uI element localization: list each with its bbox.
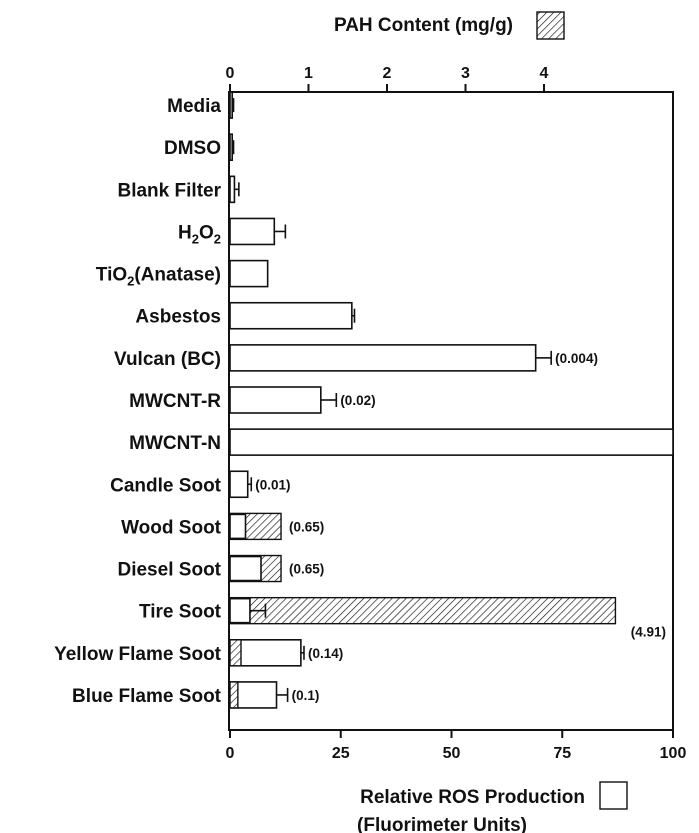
- top-axis: 0 1 2 3 4: [226, 65, 549, 92]
- bottom-axis: 0 25 50 75 100: [226, 730, 687, 762]
- data-annotation: (0.004): [555, 351, 598, 366]
- category-label: Diesel Soot: [117, 560, 221, 581]
- pah-legend-swatch: [536, 11, 565, 40]
- ros-bar: [229, 386, 322, 414]
- top-tick-label: 1: [304, 65, 313, 82]
- data-annotation: (0.1): [292, 688, 320, 703]
- data-annotation: (0.65): [289, 562, 324, 577]
- ros-bar: [229, 597, 251, 624]
- data-annotation: (0.65): [289, 519, 324, 534]
- data-annotation: (0.02): [340, 393, 375, 408]
- top-tick-label: 0: [226, 65, 235, 82]
- bottom-axis-label-line1: Relative ROS Production: [360, 787, 585, 808]
- category-label: Blue Flame Soot: [72, 686, 222, 707]
- category-label: H2O2: [178, 222, 221, 246]
- ros-bar: [229, 555, 262, 582]
- pah-bar: [229, 681, 239, 709]
- ros-bar: [229, 259, 269, 288]
- data-annotation: (4.91): [631, 625, 666, 640]
- ros-bar: [229, 513, 247, 540]
- category-label: MWCNT-N: [129, 433, 221, 454]
- ros-bar: [229, 344, 537, 372]
- category-label: Candle Soot: [110, 475, 222, 496]
- category-label: Yellow Flame Soot: [54, 644, 222, 665]
- ros-bar: [229, 428, 674, 456]
- ros-bar: [229, 217, 276, 246]
- ros-bar: [229, 175, 236, 204]
- bottom-axis-label-line2: (Fluorimeter Units): [357, 815, 527, 833]
- bottom-tick-label: 25: [332, 745, 350, 762]
- pah-bar: [229, 596, 617, 625]
- category-label: MWCNT-R: [129, 391, 221, 412]
- category-label: DMSO: [164, 138, 221, 159]
- top-tick-label: 2: [383, 65, 392, 82]
- category-label: Vulcan (BC): [114, 349, 221, 370]
- ros-bar: [229, 133, 234, 161]
- category-label: Blank Filter: [117, 180, 221, 201]
- top-tick-label: 3: [461, 65, 470, 82]
- category-labels: Media DMSO Blank Filter H2O2 TiO2(Anatase) As…: [54, 96, 222, 707]
- ros-bar: [229, 470, 249, 499]
- bottom-tick-label: 100: [660, 745, 687, 762]
- ros-bar: [229, 301, 353, 330]
- bottom-tick-label: 75: [553, 745, 571, 762]
- pah-bar: [229, 639, 242, 667]
- data-annotation: (0.01): [255, 477, 290, 492]
- category-label: Tire Soot: [139, 602, 222, 623]
- category-label: TiO2(Anatase): [96, 265, 221, 289]
- bars: [229, 91, 674, 709]
- category-label: Media: [167, 96, 221, 117]
- data-annotation: (0.14): [308, 646, 343, 661]
- bottom-tick-label: 0: [226, 745, 235, 762]
- annotations: (0.004) (0.02) (0.01) (0.65) (0.65) (4.91) (0.…: [255, 351, 666, 703]
- ros-legend-swatch: [599, 781, 628, 810]
- ros-bar: [229, 91, 234, 119]
- category-label: Wood Soot: [121, 517, 222, 538]
- category-label: Asbestos: [135, 307, 221, 328]
- top-axis-label: PAH Content (mg/g): [334, 15, 513, 36]
- top-tick-label: 4: [540, 65, 549, 82]
- bottom-tick-label: 50: [443, 745, 461, 762]
